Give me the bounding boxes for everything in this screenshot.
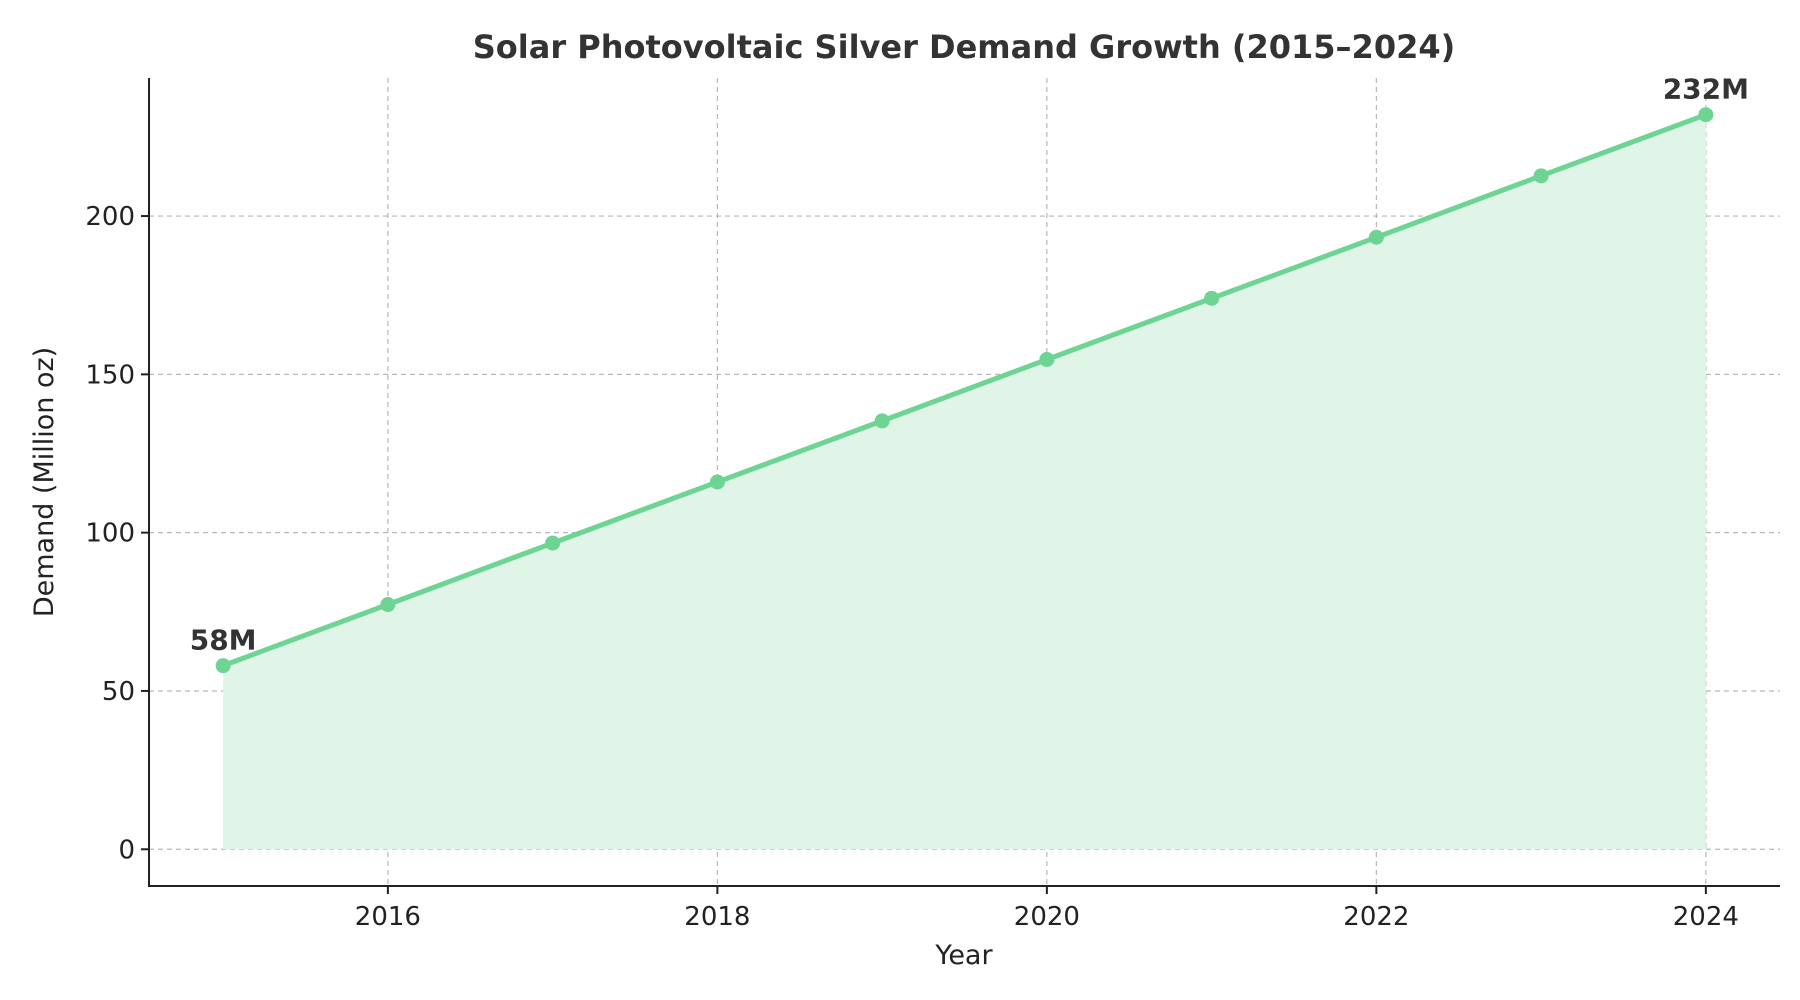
- data-point: [874, 413, 890, 429]
- data-point: [1204, 290, 1220, 306]
- x-tick-label: 2024: [1673, 902, 1739, 932]
- chart-title: Solar Photovoltaic Silver Demand Growth …: [473, 28, 1455, 66]
- data-point: [1368, 229, 1384, 245]
- x-tick-label: 2022: [1343, 902, 1409, 932]
- x-tick-label: 2016: [355, 902, 421, 932]
- data-points: [215, 107, 1714, 674]
- y-ticks: 0 50 100 150 200: [85, 202, 149, 865]
- y-tick-label: 150: [85, 360, 135, 390]
- data-point: [1698, 107, 1714, 123]
- data-label: 232M: [1663, 73, 1749, 106]
- data-point: [380, 597, 396, 613]
- y-axis-label: Demand (Million oz): [29, 347, 60, 617]
- x-tick-label: 2020: [1014, 902, 1080, 932]
- y-tick-label: 50: [102, 677, 135, 707]
- x-tick-label: 2018: [684, 902, 750, 932]
- x-axis-label: Year: [934, 940, 993, 971]
- series-line: [222, 112, 1707, 668]
- annotations: 58M 232M: [190, 73, 1749, 657]
- y-tick-label: 200: [85, 202, 135, 232]
- data-label: 58M: [190, 624, 257, 657]
- data-point: [545, 535, 561, 551]
- y-tick-label: 100: [85, 519, 135, 549]
- area-fill: [223, 114, 1706, 850]
- data-point: [1039, 351, 1055, 367]
- y-tick-label: 0: [118, 835, 135, 865]
- axes: [148, 78, 1780, 887]
- data-point: [1533, 168, 1549, 184]
- x-ticks: 2016 2018 2020 2022 2024: [355, 886, 1739, 932]
- data-point: [215, 658, 231, 674]
- data-point: [709, 474, 725, 490]
